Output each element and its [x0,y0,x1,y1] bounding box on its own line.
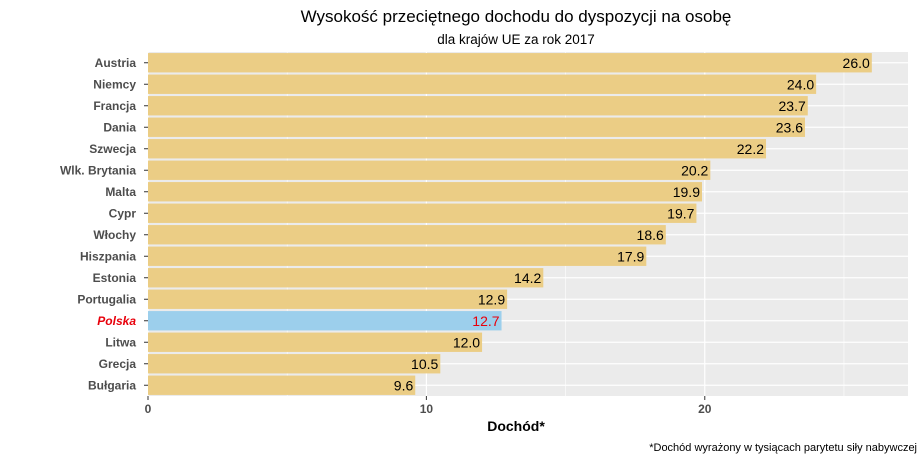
bar [148,160,711,180]
bar-value-label: 17.9 [617,248,644,264]
chart-subtitle: dla krajów UE za rok 2017 [437,32,595,47]
bar-value-label: 23.6 [776,119,803,135]
y-category-label: Estonia [93,271,137,285]
value-labels: 26.0 24.0 23.7 23.6 22.2 20.2 19.9 19.718.6 17.9… [394,55,870,394]
y-category-label: Dania [103,120,136,134]
bar [148,354,441,374]
y-category-label: Niemcy [93,77,136,91]
bar-value-label: 23.7 [779,98,806,114]
bars [148,53,872,395]
y-category-label: Grecja [99,357,137,371]
y-category-label: Włochy [93,228,136,242]
y-category-label: Austria [95,56,137,70]
bar [148,311,502,331]
bar-value-label: 26.0 [843,55,870,71]
x-axis-label: Dochód* [487,418,545,434]
x-tick-label: 10 [420,402,434,416]
y-category-label: Francja [93,99,136,113]
bar-value-label: 24.0 [787,76,814,92]
bar [148,375,416,395]
chart-caption: *Dochód wyrażony w tysiącach parytetu si… [649,442,917,454]
bar-value-label: 12.7 [472,313,499,329]
bar [148,139,767,159]
y-category-label: Wlk. Brytania [60,163,136,177]
bar [148,332,483,352]
y-category-label: Cypr [109,206,137,220]
bar-value-label: 14.2 [514,270,541,286]
y-category-label: Bułgaria [88,378,136,392]
bar-value-label: 18.6 [637,227,664,243]
x-tick-label: 20 [698,402,712,416]
bar-value-label: 12.0 [453,334,480,350]
x-axis-ticks: 0 10 20 [145,396,712,416]
bar [148,182,702,202]
bar [148,74,817,94]
bar-value-label: 22.2 [737,141,764,157]
bar-value-label: 19.7 [667,205,694,221]
y-category-label: Litwa [105,335,136,349]
bar [148,268,544,288]
y-axis-categories: Austria Niemcy Francja Dania Szwecja Wlk. Bry… [60,56,148,392]
y-category-label: Portugalia [77,292,136,306]
bar [148,289,508,309]
y-category-label: Malta [105,185,136,199]
chart-title: Wysokość przeciętnego dochodu do dyspozy… [301,7,732,26]
y-category-label: Polska [97,314,136,328]
bar [148,203,697,223]
bar-value-label: 12.9 [478,291,505,307]
bar [148,225,666,245]
bar [148,117,805,137]
bar-value-label: 9.6 [394,377,414,393]
bar [148,96,808,116]
bar [148,53,872,73]
x-tick-label: 0 [145,402,152,416]
y-category-label: Szwecja [89,142,136,156]
bar [148,246,647,266]
bar-value-label: 10.5 [411,356,438,372]
bar-value-label: 20.2 [681,162,708,178]
y-category-label: Hiszpania [80,249,136,263]
bar-value-label: 19.9 [673,184,700,200]
